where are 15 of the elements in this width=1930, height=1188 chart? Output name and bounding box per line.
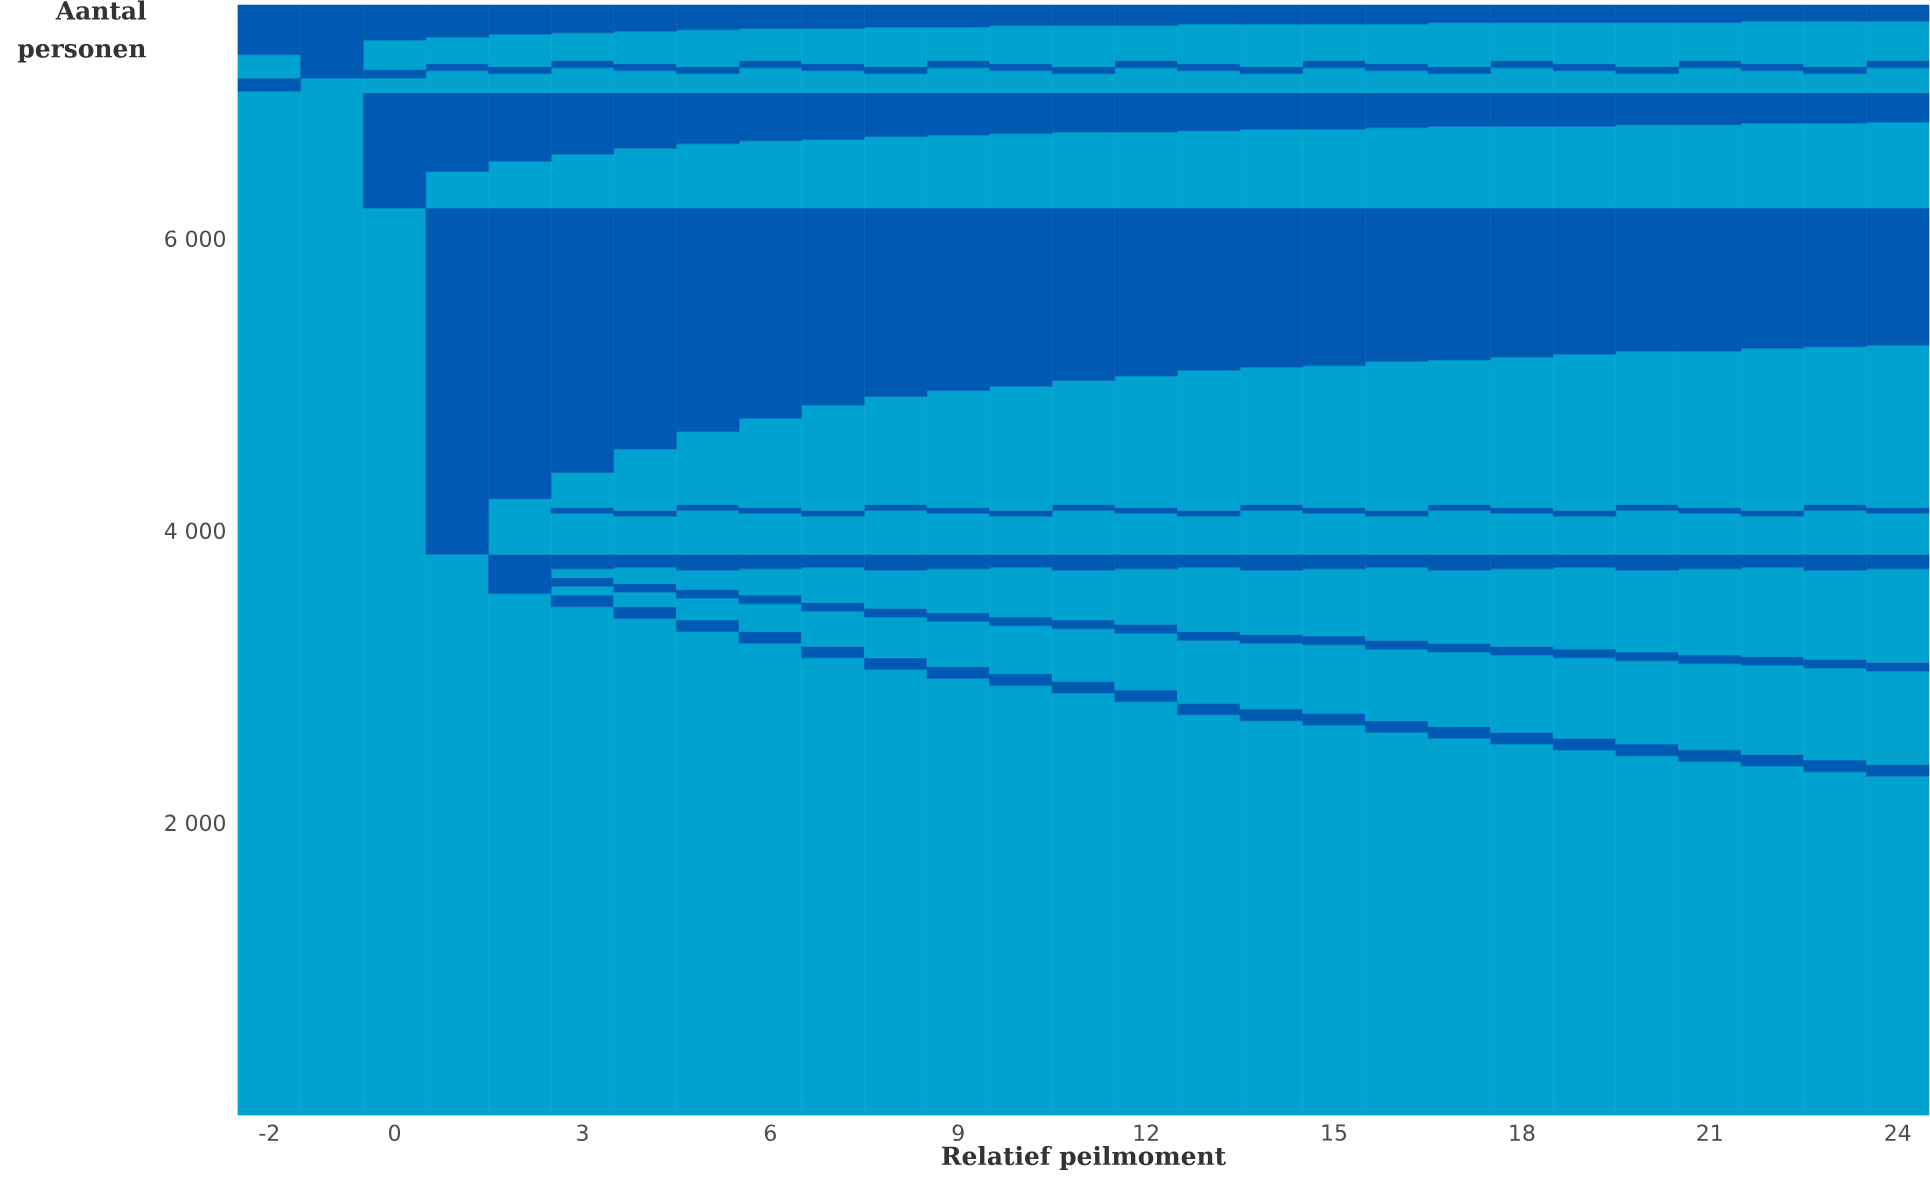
x-tick-label: 18 [1510,1124,1535,1142]
x-tick-label: 9 [952,1124,964,1142]
x-tick-label: 12 [1134,1124,1158,1141]
x-tick-label: -2 [259,1124,279,1141]
y-tick-label: 2 000 [165,814,225,832]
y-axis-title: Aantal personen [17,0,146,63]
x-tick-label: 15 [1322,1124,1347,1141]
x-tick-label: 3 [577,1124,588,1142]
x-tick-label: 6 [764,1124,776,1142]
x-axis-title: Relatief peilmoment [942,1145,1227,1171]
x-tick-label: 0 [389,1124,401,1142]
x-tick-label: 24 [1885,1124,1911,1141]
y-tick-label: 6 000 [165,230,225,248]
y-tick-label: 4 000 [164,522,225,540]
x-tick-label: 21 [1697,1124,1722,1141]
